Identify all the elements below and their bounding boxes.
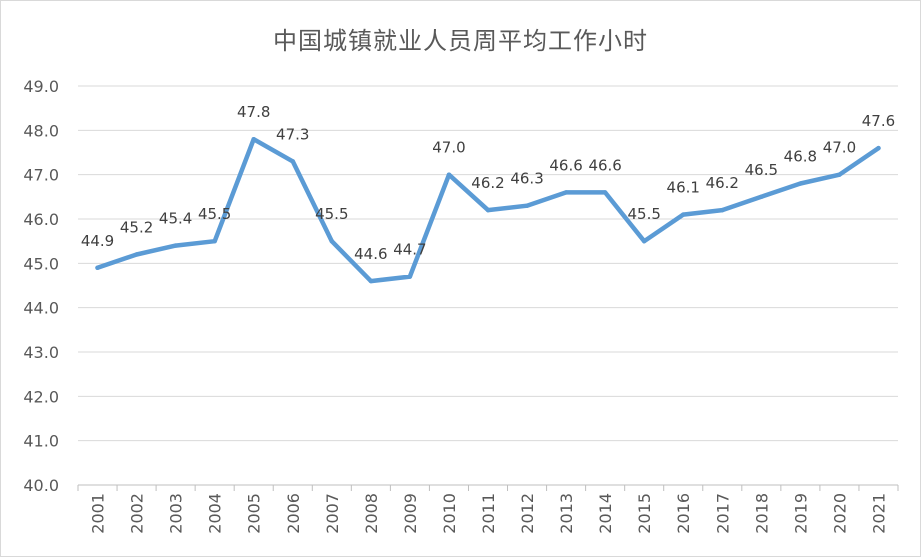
y-tick-label: 42.0 — [23, 387, 59, 406]
data-point — [720, 207, 725, 213]
x-tick-label: 2013 — [557, 493, 576, 534]
data-point — [446, 172, 452, 177]
data-point — [524, 203, 530, 208]
data-label: 46.2 — [706, 174, 739, 192]
x-tick-label: 2021 — [869, 493, 888, 534]
data-point — [681, 212, 686, 217]
x-tick-label: 2008 — [362, 493, 381, 534]
data-point — [563, 190, 569, 195]
data-label: 46.6 — [588, 156, 621, 174]
x-tick-label: 2010 — [440, 493, 459, 534]
data-point — [212, 238, 217, 244]
data-label: 45.5 — [627, 205, 660, 223]
x-tick-label: 2019 — [791, 493, 810, 534]
x-tick-label: 2009 — [401, 493, 420, 534]
data-label: 46.2 — [471, 174, 504, 192]
data-label: 47.6 — [862, 112, 895, 130]
data-point — [876, 145, 881, 151]
data-point — [290, 159, 295, 164]
data-label: 46.6 — [549, 156, 582, 174]
data-label: 45.5 — [315, 205, 348, 223]
x-tick-label: 2015 — [635, 493, 654, 534]
data-point — [602, 190, 608, 195]
data-label: 46.3 — [510, 170, 543, 188]
data-label: 47.8 — [237, 103, 270, 121]
y-tick-label: 46.0 — [23, 210, 59, 229]
data-point — [95, 265, 100, 270]
x-tick-label: 2017 — [713, 493, 732, 534]
y-tick-label: 40.0 — [23, 476, 59, 495]
data-label: 44.9 — [81, 232, 114, 250]
x-tick-label: 2007 — [323, 493, 342, 534]
x-tick-label: 2001 — [89, 493, 108, 534]
data-label: 47.0 — [432, 139, 465, 157]
x-tick-label: 2020 — [830, 493, 849, 534]
data-point — [407, 274, 413, 279]
x-tick-label: 2005 — [245, 493, 264, 534]
y-tick-label: 49.0 — [23, 77, 59, 96]
x-tick-label: 2004 — [206, 493, 225, 534]
data-point — [759, 194, 764, 200]
data-point — [485, 207, 491, 213]
data-point — [134, 252, 139, 257]
y-tick-label: 48.0 — [23, 121, 59, 140]
data-label: 44.7 — [393, 241, 426, 259]
data-point — [251, 137, 256, 142]
x-tick-label: 2003 — [167, 493, 186, 534]
y-tick-label: 45.0 — [23, 254, 59, 273]
x-tick-label: 2014 — [596, 493, 615, 534]
x-tick-label: 2016 — [674, 493, 693, 534]
data-label: 45.4 — [159, 210, 192, 228]
y-tick-label: 47.0 — [23, 166, 59, 185]
data-label: 45.2 — [120, 218, 153, 236]
y-tick-label: 41.0 — [23, 432, 59, 451]
data-label: 45.5 — [198, 205, 231, 223]
data-point — [173, 243, 178, 248]
x-tick-label: 2011 — [479, 493, 498, 534]
x-tick-label: 2002 — [128, 493, 147, 534]
data-label: 46.5 — [745, 161, 778, 179]
data-point — [329, 238, 335, 244]
chart-title: 中国城镇就业人员周平均工作小时 — [273, 27, 648, 55]
data-point — [837, 172, 842, 177]
y-tick-label: 43.0 — [23, 343, 59, 362]
data-label: 44.6 — [354, 245, 387, 263]
data-label: 47.3 — [276, 125, 309, 143]
data-point — [368, 278, 374, 284]
data-label: 46.1 — [667, 179, 700, 197]
data-label: 47.0 — [823, 139, 856, 157]
x-tick-label: 2018 — [752, 493, 771, 534]
x-tick-label: 2006 — [284, 493, 303, 534]
x-tick-label: 2012 — [518, 493, 537, 534]
data-point — [798, 181, 803, 186]
y-tick-label: 44.0 — [23, 299, 59, 318]
data-point — [641, 238, 647, 244]
data-label: 46.8 — [784, 148, 817, 166]
